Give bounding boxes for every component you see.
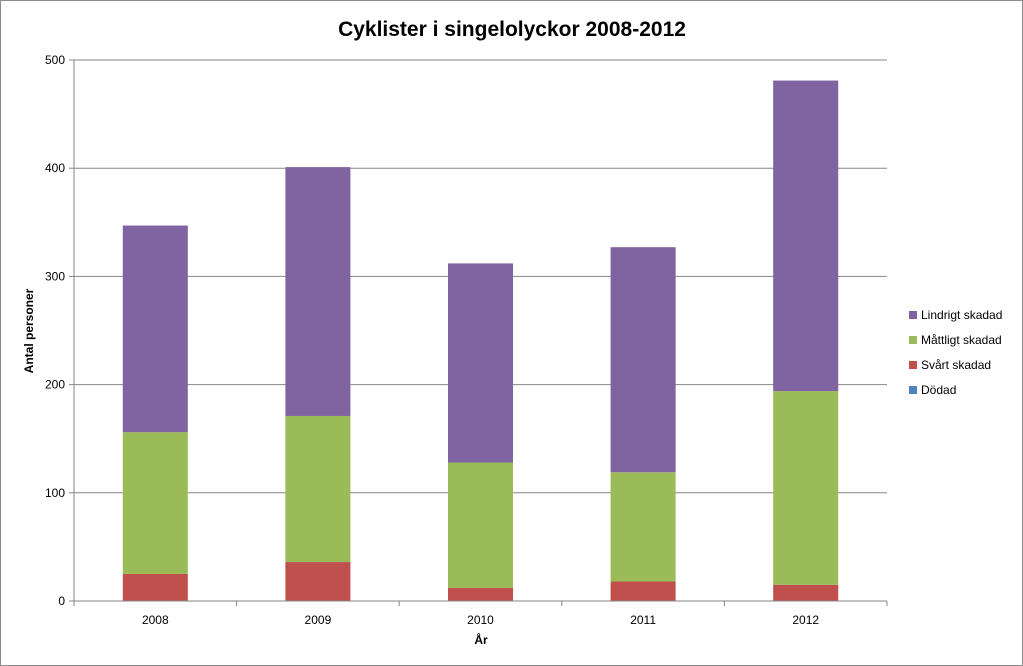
bar-segment	[773, 391, 839, 585]
bar-segment	[610, 472, 676, 582]
bar-segment	[610, 581, 676, 601]
y-tick-label: 400	[45, 161, 65, 175]
legend-label: Dödad	[921, 383, 956, 397]
x-tick-label: 2011	[630, 613, 656, 627]
legend-swatch	[909, 336, 917, 344]
bar-segment	[285, 562, 351, 601]
x-tick-label: 2012	[792, 613, 819, 627]
y-tick-label: 500	[45, 53, 65, 67]
bar-segment	[447, 263, 514, 463]
bar-segment	[122, 225, 188, 433]
legend-label: Lindrigt skadad	[921, 308, 1002, 322]
chart-title: Cyklister i singelolyckor 2008-2012	[338, 18, 686, 41]
legend-swatch	[909, 311, 917, 319]
x-axis-title: År	[474, 632, 488, 647]
bar-segment	[285, 415, 351, 563]
y-axis-title: Antal personer	[22, 288, 36, 373]
x-tick-label: 2008	[142, 613, 169, 627]
y-tick-label: 100	[45, 486, 65, 500]
bar-segment	[773, 80, 839, 392]
legend: Lindrigt skadad Måttligt skadad Svårt skad…	[909, 308, 1002, 397]
x-tick-label: 2009	[305, 613, 332, 627]
bar-segment	[122, 432, 188, 574]
legend-swatch	[909, 361, 917, 369]
legend-label: Måttligt skadad	[921, 333, 1002, 347]
bar-segment	[773, 584, 839, 601]
y-tick-label: 200	[45, 378, 65, 392]
bar-segment	[447, 462, 514, 589]
bar-segment	[122, 573, 188, 601]
legend-label: Svårt skadad	[921, 358, 991, 372]
bar-segment	[285, 167, 351, 416]
bars	[122, 80, 839, 601]
y-tick-label: 0	[58, 594, 65, 608]
x-tick-label: 2010	[467, 613, 494, 627]
y-tick-label: 300	[45, 269, 65, 283]
legend-swatch	[909, 386, 917, 394]
bar-segment	[610, 247, 676, 473]
axes: 0 100 200 300 400 500 2008 2009 2010 2011 2012	[45, 53, 888, 627]
bar-segment	[447, 588, 514, 601]
